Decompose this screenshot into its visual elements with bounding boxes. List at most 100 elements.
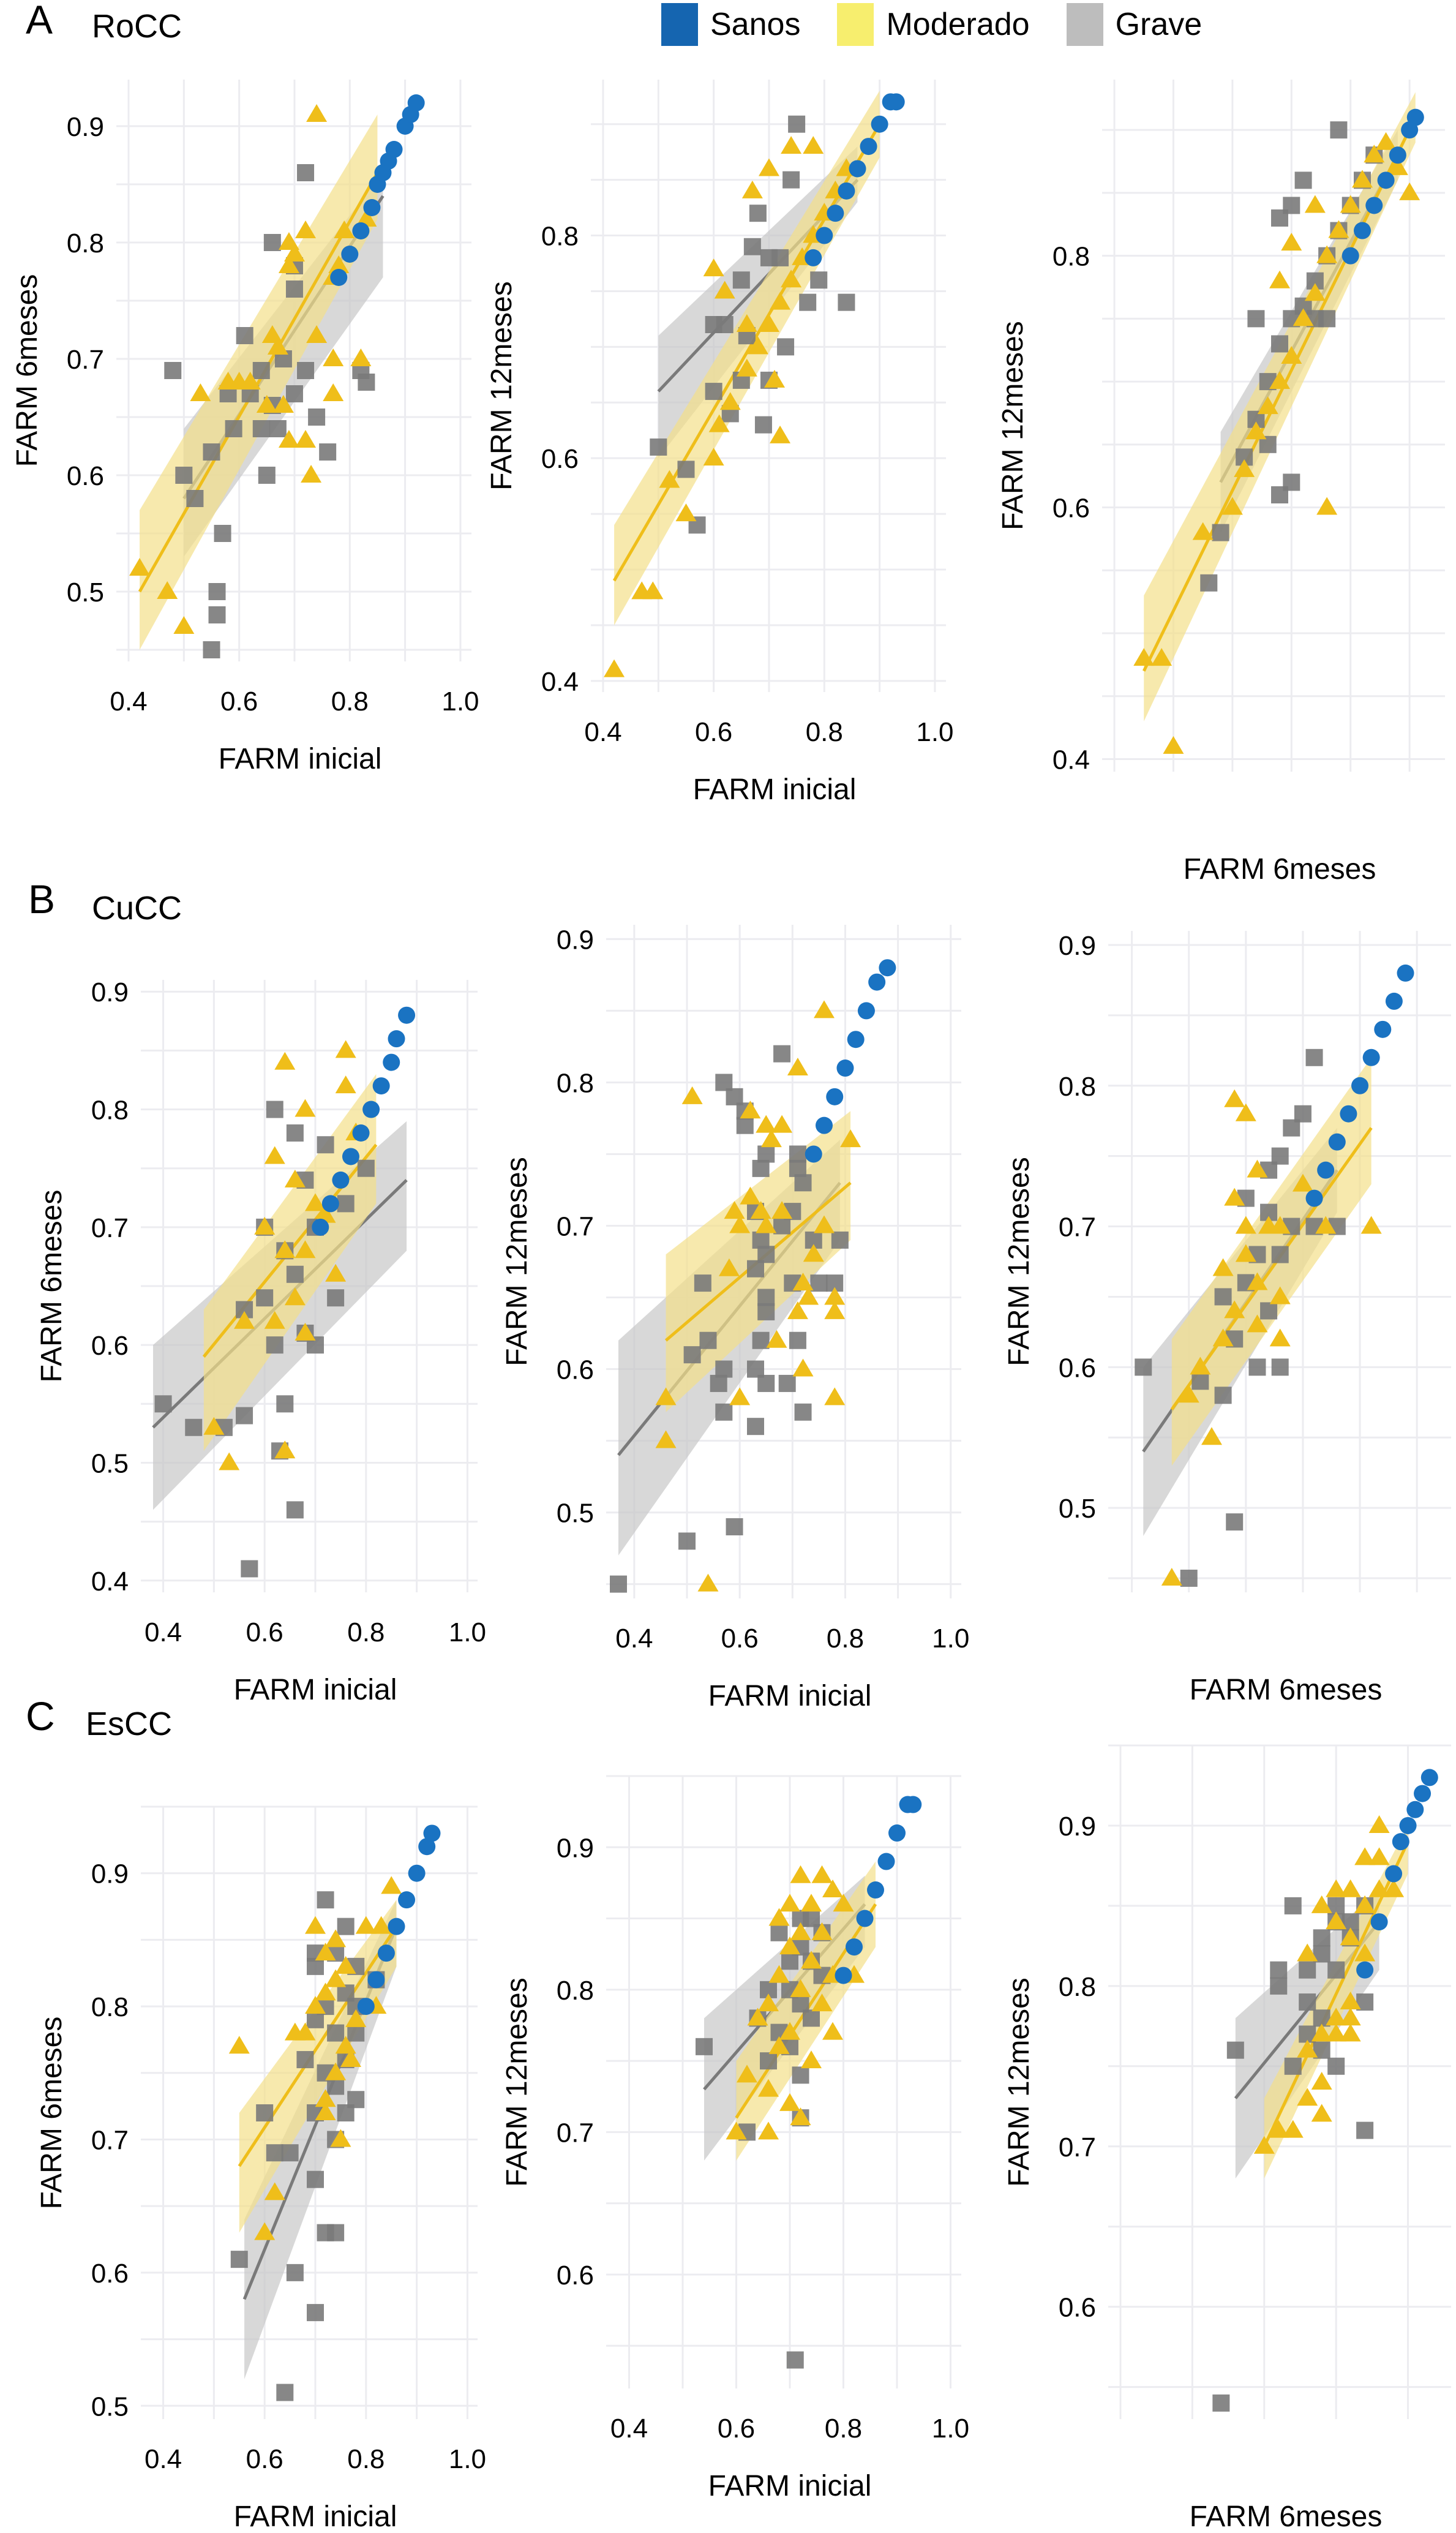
point-moderado [1354,1847,1376,1865]
y-tick-label: 0.8 [1053,242,1090,272]
point-moderado [356,209,377,227]
point-moderado [736,314,757,332]
point-moderado [740,1101,761,1119]
point-sanos [904,1796,922,1813]
row-title-c: EsCC [86,1706,173,1742]
point-grave [337,1918,355,1935]
point-grave [266,1101,283,1118]
point-moderado [1368,1879,1390,1897]
point-moderado [1326,2023,1347,2042]
point-sanos [1362,1048,1380,1066]
point-sanos [887,93,905,111]
point-moderado [239,372,261,390]
point-sanos [846,1938,863,1956]
x-tick-label: 0.8 [806,717,843,747]
point-sanos [826,1088,844,1105]
point-moderado [1235,1216,1256,1234]
legend-item-sanos: Sanos [661,3,800,46]
legend-item-moderado: Moderado [837,3,1030,46]
point-sanos [1406,1801,1424,1818]
point-moderado [234,1311,255,1329]
confidence-band-moderado [203,1074,377,1451]
point-grave [789,1145,806,1163]
y-tick-label: 0.7 [91,1213,129,1243]
y-tick-label: 0.8 [91,1096,129,1126]
point-grave [650,438,667,456]
point-grave [1283,1119,1300,1137]
point-grave [1270,1977,1288,1995]
point-grave [792,2066,809,2084]
point-grave [678,1532,696,1550]
point-moderado [814,1215,835,1233]
point-sanos [357,1998,375,2015]
point-grave [286,2264,304,2281]
point-moderado [295,220,317,238]
point-grave [715,1403,733,1421]
point-grave [696,2038,713,2055]
y-tick-label: 0.8 [557,1976,594,2006]
point-moderado [1212,1328,1234,1347]
point-moderado [295,430,317,448]
point-grave [715,1360,733,1378]
panel-c1: 0.5 0.6 0.7 0.8 0.9 0.4 0.6 0.8 1.0 FARM inicial F… [36,1805,486,2533]
point-moderado [1360,1216,1382,1234]
point-grave [1284,2057,1302,2075]
point-moderado [822,1880,843,1898]
point-grave [699,1331,717,1349]
point-moderado [840,1129,861,1148]
point-moderado [766,1330,787,1348]
point-grave [285,385,303,402]
point-grave [794,1403,812,1421]
point-sanos [363,199,381,216]
point-moderado [157,581,178,599]
point-grave [1214,1288,1232,1306]
y-tick-label: 0.9 [1059,1812,1096,1842]
point-moderado [323,383,344,401]
point-grave [357,1159,375,1177]
point-grave [276,2384,294,2401]
point-sanos [362,1101,380,1118]
point-grave [803,2009,820,2027]
y-axis-label: FARM 12meses [1003,1157,1035,1366]
point-moderado [758,2079,779,2097]
y-tick-label: 0.5 [91,1448,129,1478]
point-grave [236,327,253,344]
point-sanos [835,1967,852,1984]
point-grave [1271,335,1288,353]
point-moderado [824,1387,846,1406]
point-moderado [1326,2008,1347,2026]
point-moderado [325,1929,347,1948]
point-grave [337,1195,355,1213]
point-grave [203,443,220,461]
point-sanos [1356,1961,1374,1979]
point-grave [327,2024,345,2042]
y-tick-label: 0.7 [91,2125,129,2155]
point-moderado [1234,459,1255,477]
point-moderado [323,348,344,366]
point-grave [757,1374,775,1392]
x-tick-label: 1.0 [449,2444,486,2474]
point-grave [1270,1961,1288,1979]
point-moderado [190,383,211,401]
point-grave [1318,310,1336,328]
point-grave [838,293,855,311]
x-tick-label: 1.0 [932,2414,969,2444]
point-grave [1299,1993,1316,2011]
point-grave [1212,2394,1230,2412]
point-grave [1248,1358,1266,1376]
point-grave [770,1924,788,1941]
point-moderado [1340,2023,1361,2042]
y-tick-label: 0.9 [1059,931,1096,961]
point-moderado [256,395,277,413]
point-moderado [1354,1943,1376,1962]
point-sanos [857,1002,875,1020]
point-moderado [315,2089,336,2107]
point-moderado [284,1287,306,1306]
y-tick-label: 0.9 [557,1833,594,1863]
point-moderado [1281,233,1302,251]
point-grave [276,1395,294,1413]
point-sanos [423,1824,441,1842]
point-moderado [264,1311,285,1329]
point-moderado [833,1894,854,1912]
point-grave [266,1336,283,1354]
